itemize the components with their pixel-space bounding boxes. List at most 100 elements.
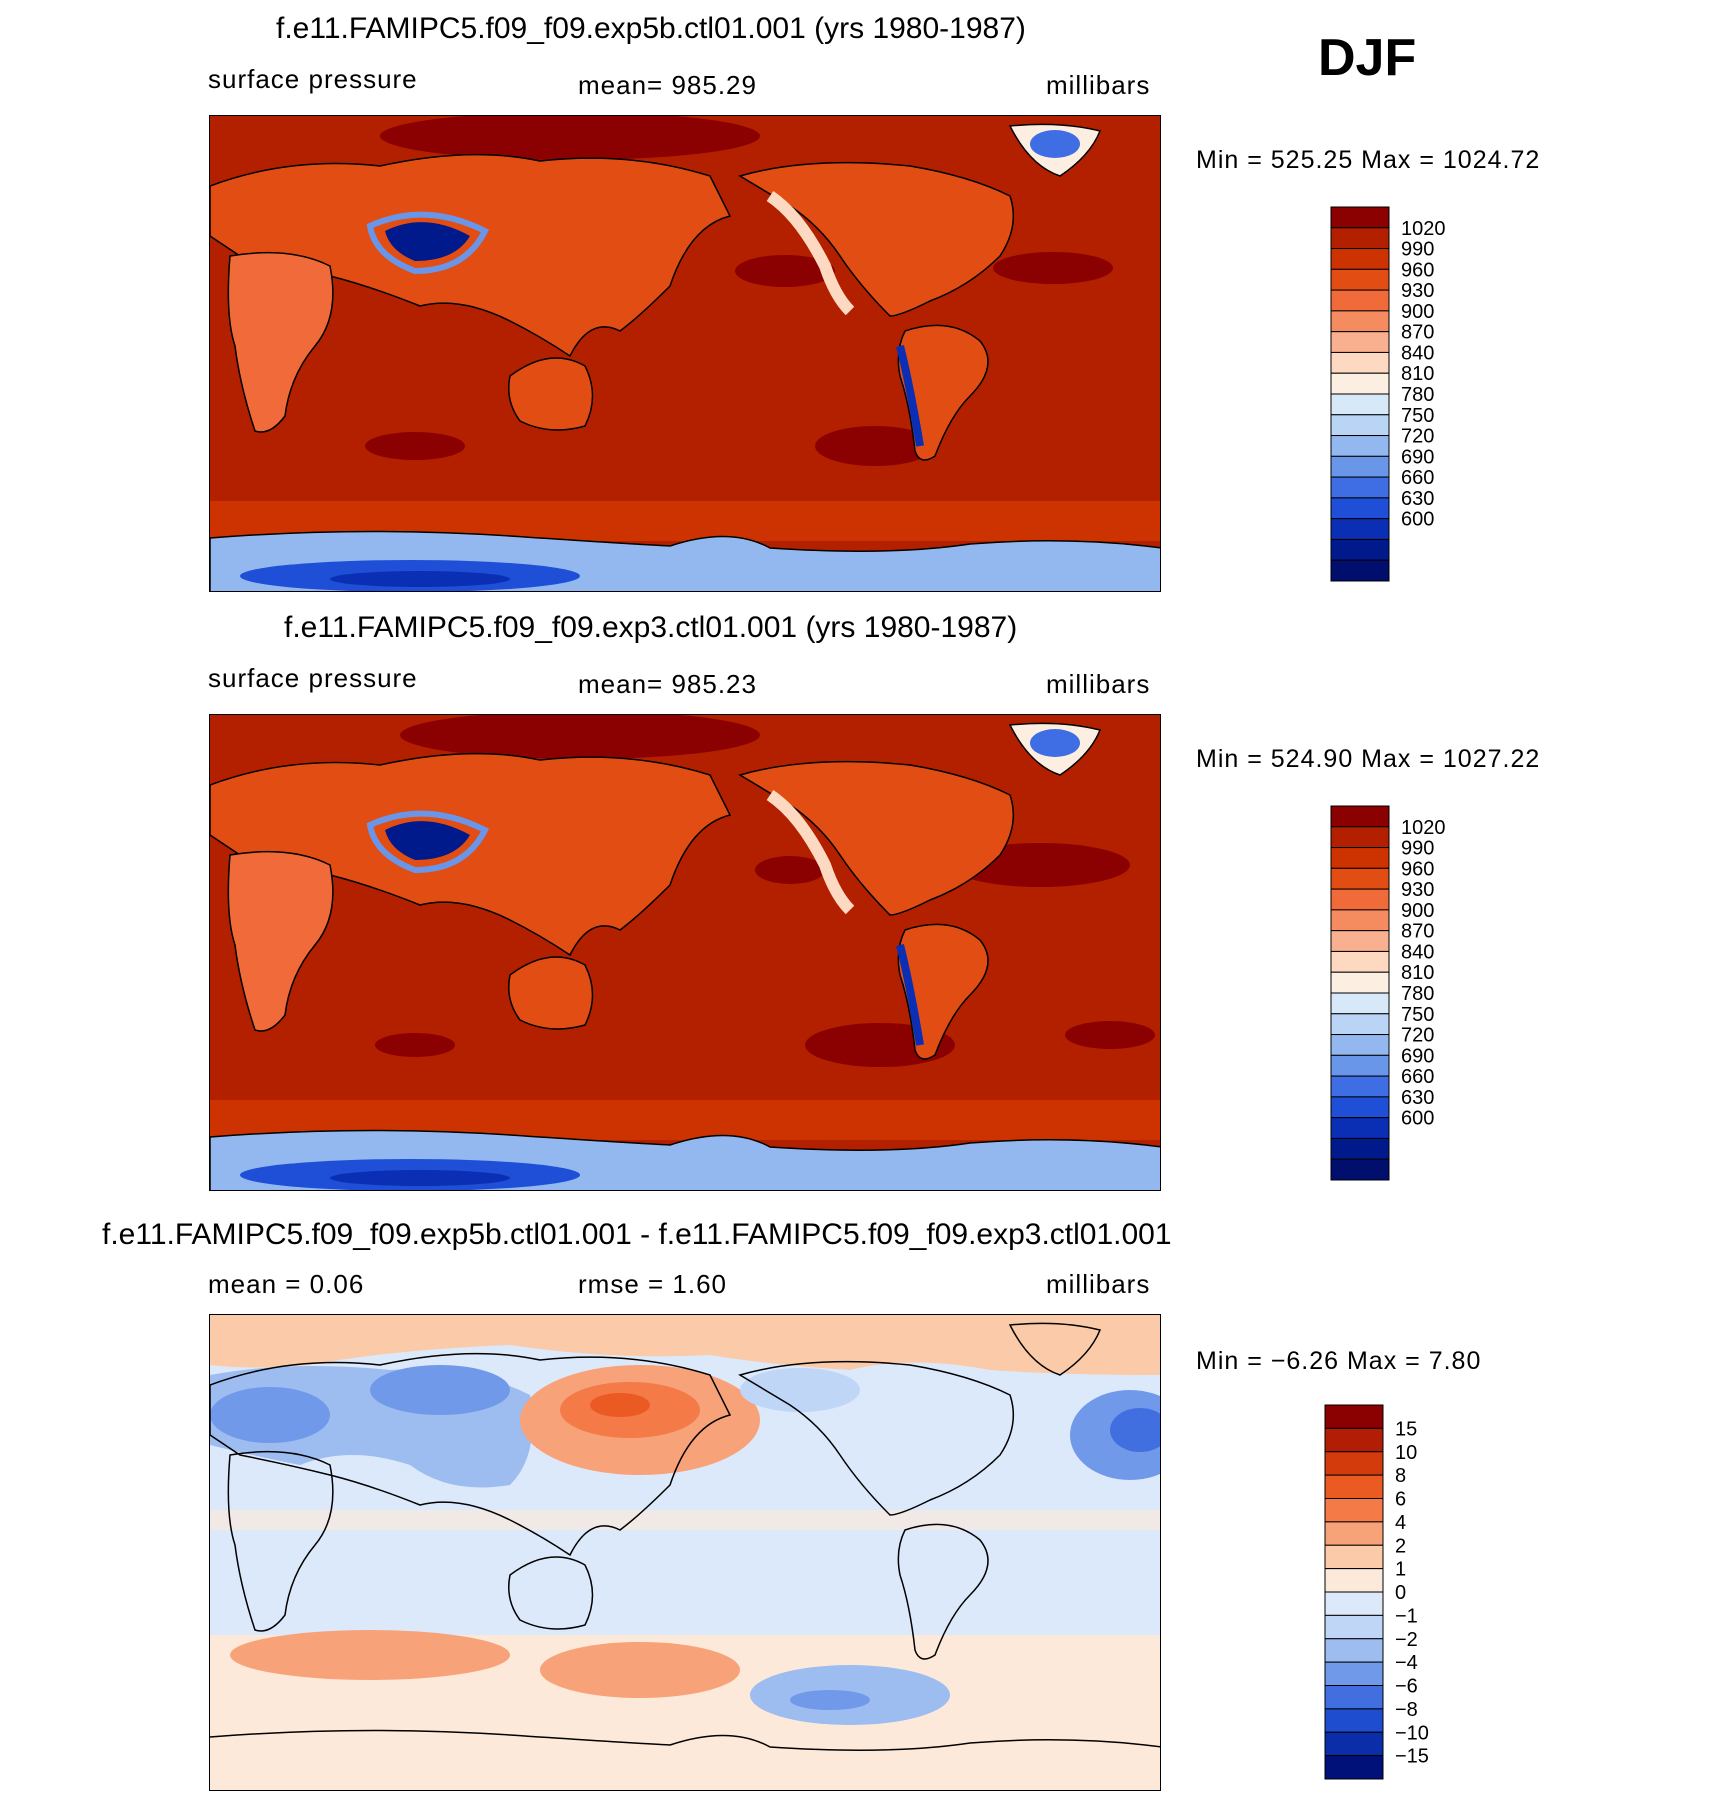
colorbar-swatch bbox=[1330, 867, 1390, 890]
colorbar-swatch bbox=[1330, 455, 1390, 478]
colorbar-label: 600 bbox=[1401, 1108, 1434, 1130]
colorbar-swatch bbox=[1330, 227, 1390, 250]
panel3-north-america-coast bbox=[738, 1360, 1015, 1516]
colorbar-swatch bbox=[1330, 826, 1390, 849]
panel2-title: f.e11.FAMIPC5.f09_f09.exp3.ctl01.001 (yr… bbox=[284, 611, 1018, 644]
colorbar-label: −10 bbox=[1395, 1722, 1429, 1744]
colorbar-label: 630 bbox=[1401, 488, 1434, 510]
colorbar-label: 720 bbox=[1401, 1025, 1434, 1047]
panel1-antarctica-core2 bbox=[330, 571, 510, 587]
colorbar-label: 15 bbox=[1395, 1418, 1417, 1440]
panel1-map bbox=[209, 115, 1161, 592]
colorbar-swatch bbox=[1330, 1117, 1390, 1139]
panel1-south-america bbox=[897, 324, 989, 461]
colorbar-swatch bbox=[1330, 971, 1390, 994]
colorbar-swatch bbox=[1330, 1013, 1390, 1036]
panel1-left-label: surface pressure bbox=[208, 64, 418, 94]
panel2-antarctica-core2 bbox=[330, 1170, 510, 1186]
panel2-south-america bbox=[897, 923, 989, 1060]
colorbar-label: 780 bbox=[1401, 384, 1434, 406]
panel3-rmse-label: rmse = 1.60 bbox=[578, 1269, 728, 1299]
panel1-north-america bbox=[738, 161, 1015, 317]
colorbar-label: 810 bbox=[1401, 363, 1434, 385]
panel2-minmax: Min = 524.90 Max = 1027.22 bbox=[1196, 745, 1541, 773]
panel2-left-label: surface pressure bbox=[208, 663, 418, 693]
colorbar-label: 930 bbox=[1401, 879, 1434, 901]
colorbar-swatch bbox=[1330, 310, 1390, 333]
panel3-minmax: Min = −6.26 Max = 7.80 bbox=[1196, 1347, 1482, 1375]
colorbar-swatch bbox=[1330, 1075, 1390, 1098]
colorbar-label: 1020 bbox=[1401, 218, 1446, 240]
colorbar-swatch bbox=[1330, 289, 1390, 312]
panel1-minmax: Min = 525.25 Max = 1024.72 bbox=[1196, 146, 1541, 174]
colorbar-label: 720 bbox=[1401, 426, 1434, 448]
colorbar-swatch bbox=[1330, 1054, 1390, 1077]
panel1-npac-high bbox=[735, 255, 835, 287]
panel3-south-america-coast bbox=[897, 1523, 989, 1660]
colorbar-swatch bbox=[1324, 1568, 1384, 1593]
colorbar-label: 840 bbox=[1401, 941, 1434, 963]
panel1-colorbar: 1020 990 960 930 900 870 840 810 780 750 720 690 660… bbox=[1330, 206, 1481, 592]
colorbar-label: 660 bbox=[1401, 1066, 1434, 1088]
colorbar-label: 8 bbox=[1395, 1465, 1406, 1487]
panel2-arctic-high bbox=[400, 715, 760, 759]
panel3-siberia-core bbox=[370, 1365, 510, 1415]
colorbar-label: 840 bbox=[1401, 342, 1434, 364]
colorbar-swatch bbox=[1330, 888, 1390, 911]
colorbar-label: 750 bbox=[1401, 1004, 1434, 1026]
colorbar-label: 0 bbox=[1395, 1582, 1406, 1604]
panel1-mean-label: mean= 985.29 bbox=[578, 70, 757, 100]
panel3-map-svg bbox=[210, 1315, 1160, 1790]
colorbar-swatch bbox=[1324, 1708, 1384, 1733]
panel3-npac-positive-center bbox=[590, 1393, 650, 1417]
panel1-greenland-ice bbox=[1030, 130, 1080, 158]
colorbar-swatch bbox=[1330, 331, 1390, 353]
colorbar-label: 930 bbox=[1401, 280, 1434, 302]
colorbar-swatch bbox=[1330, 268, 1390, 291]
colorbar-label: 960 bbox=[1401, 858, 1434, 880]
panel1-units-label: millibars bbox=[1046, 70, 1151, 100]
colorbar-swatch bbox=[1324, 1661, 1384, 1686]
colorbar-swatch bbox=[1324, 1685, 1384, 1710]
colorbar-swatch bbox=[1330, 206, 1390, 229]
colorbar-swatch bbox=[1324, 1614, 1384, 1640]
panel1-andes bbox=[896, 345, 924, 447]
panel1-africa bbox=[227, 251, 334, 433]
colorbar-label: 2 bbox=[1395, 1535, 1406, 1557]
panel3-antarctic-light bbox=[210, 1755, 1160, 1790]
colorbar-label: −2 bbox=[1395, 1629, 1418, 1651]
colorbar-swatch bbox=[1330, 351, 1390, 374]
colorbar-swatch bbox=[1324, 1404, 1384, 1429]
colorbar-label: 10 bbox=[1395, 1442, 1417, 1464]
colorbar-swatch bbox=[1330, 992, 1390, 1015]
colorbar-swatch bbox=[1330, 372, 1390, 395]
colorbar-swatch bbox=[1324, 1427, 1384, 1453]
panel3-eurasia-coast bbox=[210, 1352, 732, 1557]
panel1-tibet bbox=[385, 222, 470, 261]
panel1-rockies bbox=[766, 191, 855, 316]
colorbar-swatch bbox=[1330, 847, 1390, 869]
colorbar-label: −1 bbox=[1395, 1605, 1418, 1627]
colorbar-swatch bbox=[1330, 1158, 1390, 1181]
colorbar-label: 660 bbox=[1401, 467, 1434, 489]
colorbar-label: 870 bbox=[1401, 322, 1434, 344]
colorbar-swatch bbox=[1330, 1034, 1390, 1056]
colorbar-swatch bbox=[1330, 435, 1390, 457]
panel2-sio-high bbox=[375, 1033, 455, 1057]
colorbar-swatch bbox=[1324, 1498, 1384, 1523]
panel3-spac-positive bbox=[540, 1642, 740, 1698]
colorbar-label: 780 bbox=[1401, 983, 1434, 1005]
colorbar-swatch bbox=[1324, 1451, 1384, 1476]
panel3-mean-label: mean = 0.06 bbox=[208, 1269, 365, 1299]
panel3-greenland-coast bbox=[1008, 1322, 1102, 1376]
panel3-units-label: millibars bbox=[1046, 1269, 1151, 1299]
colorbar-swatch bbox=[1330, 393, 1390, 416]
colorbar-label: 6 bbox=[1395, 1489, 1406, 1511]
colorbar-swatch bbox=[1330, 248, 1390, 270]
colorbar-label: 630 bbox=[1401, 1087, 1434, 1109]
colorbar-swatch bbox=[1330, 538, 1390, 561]
panel3-antarctica-coast bbox=[210, 1729, 1160, 1751]
panel1-sio-high bbox=[365, 432, 465, 460]
colorbar-label: −4 bbox=[1395, 1652, 1418, 1674]
colorbar-swatch bbox=[1330, 497, 1390, 520]
